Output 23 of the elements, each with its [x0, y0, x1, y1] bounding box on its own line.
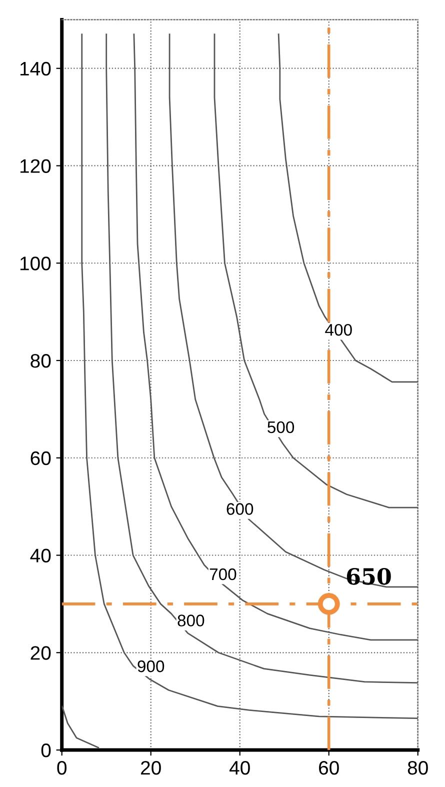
x-tick-label: 40 [229, 760, 250, 775]
line-series [62, 705, 100, 748]
annotation: 900 [138, 660, 164, 672]
x-tick-label: 0 [57, 760, 66, 775]
y-tick-label: 60 [30, 451, 51, 466]
line-series [168, 34, 418, 588]
annotation: 500 [268, 421, 294, 434]
y-tick-label: 80 [30, 354, 51, 368]
line-series [278, 34, 418, 383]
y-tick-label: 20 [30, 646, 51, 660]
annotation: 650 [346, 568, 391, 585]
y-tick-label: 0 [41, 743, 51, 758]
x-tick-label: 80 [408, 760, 428, 775]
annotation: 600 [226, 503, 254, 515]
annotation: 700 [210, 568, 236, 580]
y-tick-label: 100 [20, 256, 51, 270]
y-tick-label: 140 [20, 62, 51, 76]
annotation: 400 [325, 324, 352, 336]
y-tick-label: 40 [30, 548, 51, 562]
y-tick-label: 120 [20, 159, 51, 173]
x-tick-label: 20 [141, 760, 161, 775]
x-tick-label: 60 [319, 760, 339, 775]
annotation: 800 [178, 614, 204, 626]
